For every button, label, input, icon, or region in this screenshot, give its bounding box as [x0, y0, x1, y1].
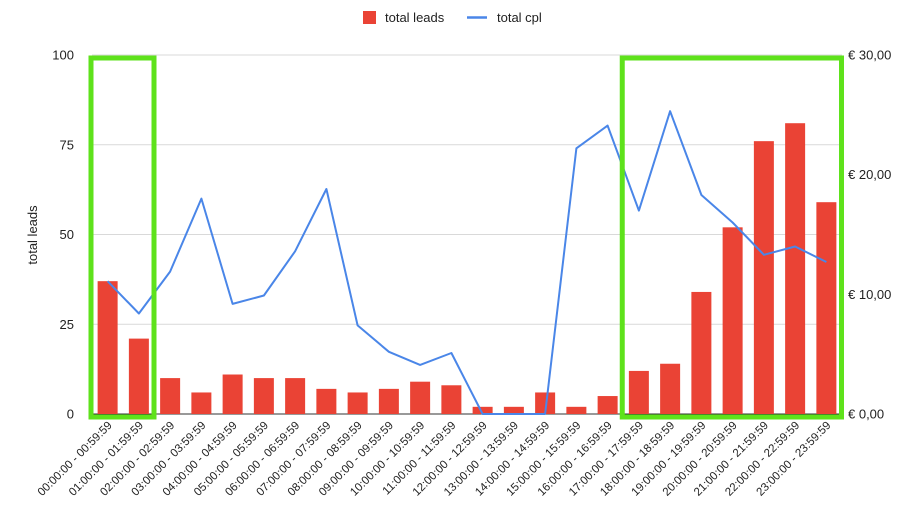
highlight-box	[619, 55, 844, 420]
bar-total-leads	[128, 338, 149, 414]
highlight-boxes	[88, 55, 844, 420]
bar-total-leads	[472, 406, 493, 414]
left-axis-tick-label: 75	[60, 137, 74, 152]
right-axis-tick-label: € 0,00	[848, 407, 884, 422]
line-total-cpl	[106, 110, 827, 415]
highlight-box	[88, 55, 157, 420]
bar-total-leads	[253, 378, 274, 414]
right-axis-tick-label: € 10,00	[848, 287, 891, 302]
bar-total-leads	[378, 388, 399, 414]
legend-label-total-leads: total leads	[385, 10, 445, 25]
right-axis-ticks: € 0,00 € 10,00 € 20,00 € 30,00	[848, 48, 891, 422]
bar-total-leads	[566, 406, 587, 414]
left-axis-tick-label: 25	[60, 317, 74, 332]
bar-total-leads	[785, 123, 806, 415]
right-axis-tick-label: € 30,00	[848, 48, 891, 63]
bar-total-leads	[191, 392, 212, 414]
bar-total-leads	[97, 281, 118, 414]
left-axis-tick-label: 100	[52, 48, 74, 63]
bar-total-leads	[691, 291, 712, 414]
bar-total-leads	[753, 141, 774, 414]
left-axis-tick-label: 0	[67, 407, 74, 422]
line-series-total-cpl	[106, 110, 827, 415]
bar-total-leads	[316, 388, 337, 414]
legend-label-total-cpl: total cpl	[497, 10, 542, 25]
left-axis-tick-label: 50	[60, 227, 74, 242]
bar-total-leads	[535, 392, 556, 414]
legend-swatch-total-leads	[363, 11, 376, 24]
bar-total-leads	[816, 202, 837, 414]
bar-total-leads	[160, 378, 181, 414]
bar-total-leads	[441, 385, 462, 414]
bar-total-leads	[628, 370, 649, 414]
bar-total-leads	[410, 381, 431, 414]
bar-total-leads	[285, 378, 306, 414]
bar-total-leads	[347, 392, 368, 414]
bar-total-leads	[722, 227, 743, 414]
bar-total-leads	[503, 406, 524, 414]
y-axis-title: total leads	[25, 205, 40, 265]
gridlines	[92, 54, 842, 415]
right-axis-tick-label: € 20,00	[848, 167, 891, 182]
left-axis-ticks: 0 25 50 75 100	[52, 48, 74, 422]
legend: total leads total cpl	[363, 10, 542, 25]
bar-total-leads	[222, 374, 243, 414]
bar-total-leads	[660, 363, 681, 414]
bar-series-total-leads	[97, 123, 837, 415]
bar-total-leads	[597, 396, 618, 414]
